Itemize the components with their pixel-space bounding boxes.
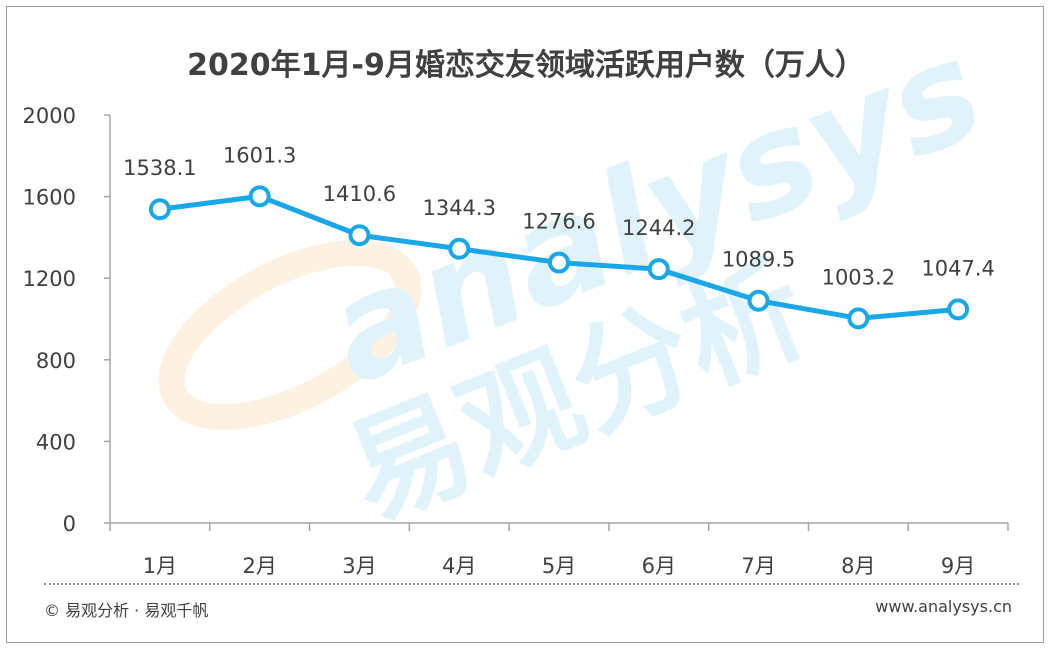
data-label: 1538.1	[123, 156, 196, 180]
axes	[109, 115, 1009, 531]
y-axis-ticks: 0 400 800 1200 1600 2000	[23, 104, 110, 536]
chart-title: 2020年1月-9月婚恋交友领域活跃用户数（万人）	[187, 48, 865, 83]
x-tick-label: 9月	[941, 554, 975, 578]
data-label: 1047.4	[921, 256, 994, 280]
data-point	[148, 198, 171, 221]
x-tick-label: 8月	[841, 554, 875, 578]
data-label: 1089.5	[722, 248, 795, 272]
data-point	[747, 289, 770, 312]
data-point	[947, 298, 970, 321]
x-tick-label: 2月	[242, 554, 276, 578]
y-tick-label: 0	[63, 512, 76, 536]
footer-divider	[44, 583, 1019, 585]
data-point	[548, 251, 570, 274]
x-tick-label: 5月	[542, 554, 576, 578]
y-tick-label: 1200	[23, 267, 76, 291]
y-tick-label: 1600	[23, 186, 76, 210]
x-tick-label: 3月	[342, 554, 376, 578]
data-label: 1003.2	[822, 265, 895, 289]
data-label: 1601.3	[223, 143, 296, 167]
data-points	[148, 185, 970, 330]
data-point	[448, 237, 471, 260]
data-label: 1244.2	[622, 216, 695, 240]
footer-source: © 易观分析 · 易观千帆	[44, 601, 209, 620]
y-tick-label: 800	[36, 349, 76, 373]
data-point	[248, 185, 271, 208]
data-point	[647, 258, 670, 281]
x-tick-label: 6月	[642, 554, 676, 578]
data-point	[348, 224, 371, 247]
data-label: 1410.6	[323, 182, 396, 206]
y-tick-label: 400	[36, 430, 76, 454]
data-point	[847, 307, 870, 330]
data-labels: 1538.1 1601.3 1410.6 1344.3 1276.6 1244.2 1089…	[123, 143, 995, 289]
x-tick-label: 1月	[143, 554, 177, 578]
x-axis-ticks: 1月 2月 3月 4月 5月 6月 7月 8月 9月	[143, 554, 976, 578]
x-tick-label: 4月	[442, 554, 476, 578]
footer-website: www.analysys.cn	[875, 597, 1012, 616]
y-tick-label: 2000	[23, 104, 76, 128]
data-label: 1276.6	[522, 210, 595, 234]
data-label: 1344.3	[422, 196, 495, 220]
chart-frame	[6, 6, 1044, 643]
x-tick-label: 7月	[741, 554, 775, 578]
